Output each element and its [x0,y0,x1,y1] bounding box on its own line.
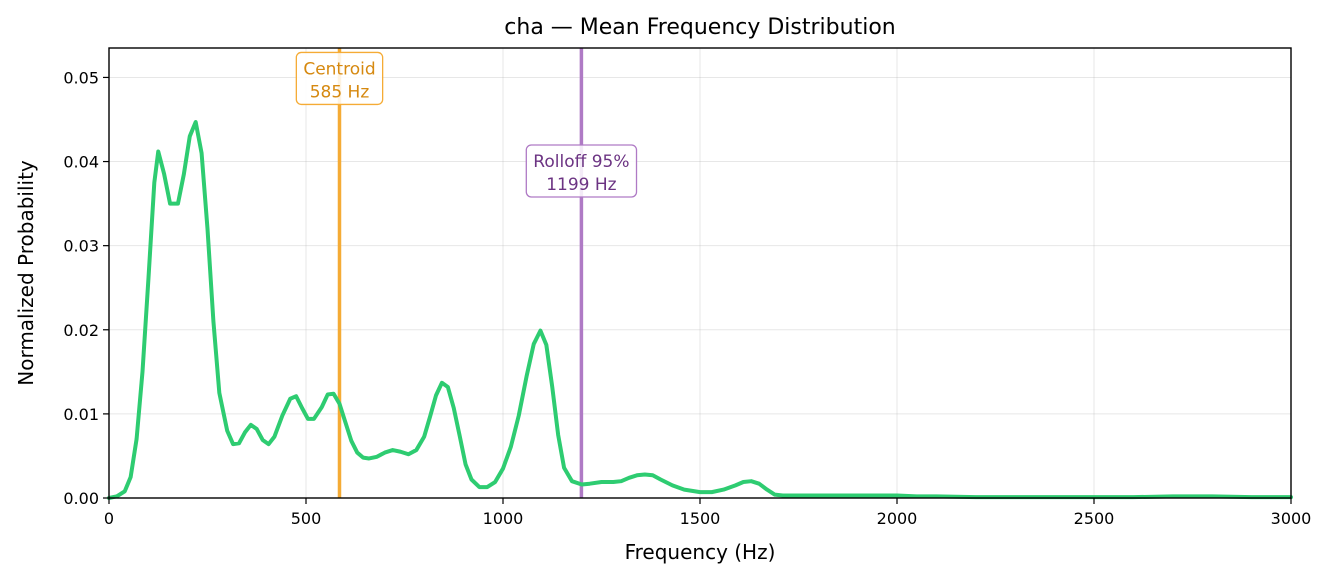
y-tick-label: 0.05 [63,68,99,87]
y-tick-label: 0.00 [63,489,99,508]
x-tick-label: 500 [291,509,322,528]
series-line [107,120,1293,500]
x-tick-label: 2000 [877,509,918,528]
grid [108,48,1292,499]
rolloff-label: Rolloff 95% 1199 Hz [525,144,638,198]
y-axis-label: Normalized Probability [14,160,38,386]
y-tick-label: 0.01 [63,405,99,424]
plot-area: Centroid 585 Hz Rolloff 95% 1199 Hz [107,47,1293,500]
y-tick-label: 0.02 [63,321,99,340]
y-tick-label: 0.03 [63,237,99,256]
rolloff-label-line2: 1199 Hz [546,175,616,195]
centroid-label-line1: Centroid [303,59,375,79]
x-tick-label: 0 [104,509,114,528]
rolloff-label-line1: Rolloff 95% [533,152,629,172]
annotation-lines [337,48,584,498]
rolloff-label-box [525,144,638,198]
x-tick-label: 3000 [1271,509,1312,528]
x-tick-label: 1500 [680,509,721,528]
annotation-labels: Centroid 585 Hz Rolloff 95% 1199 Hz [295,51,638,198]
chart-title: cha — Mean Frequency Distribution [504,15,895,40]
x-tick-label: 2500 [1074,509,1115,528]
centroid-label: Centroid 585 Hz [295,51,384,106]
x-tick-label: 1000 [483,509,524,528]
x-axis-label: Frequency (Hz) [625,540,776,564]
y-axis: 0.00 0.01 0.02 0.03 0.04 0.05 [63,68,109,508]
centroid-label-box [295,51,384,106]
centroid-label-line2: 585 Hz [310,82,370,102]
x-axis: 0 500 1000 1500 2000 2500 3000 [104,498,1311,528]
y-tick-label: 0.04 [63,153,99,172]
